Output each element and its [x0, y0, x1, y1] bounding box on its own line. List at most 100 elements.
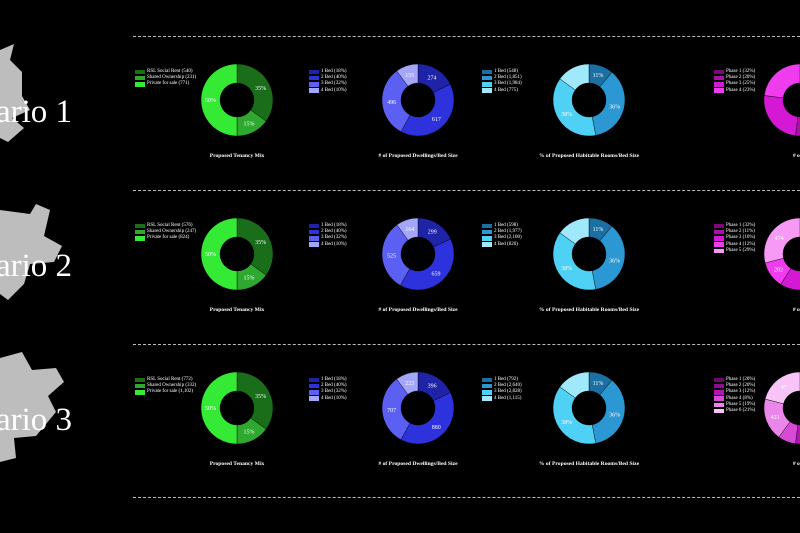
donut-slice — [396, 371, 419, 395]
chart-caption: Proposed Tenancy Mix — [209, 461, 265, 467]
legend-item: Phase 1 (20%) — [714, 377, 755, 383]
legend-item: 4 Bed (820) — [482, 242, 522, 248]
legend-label: RSL Social Rent (576) — [147, 223, 193, 228]
slice-label: 35% — [255, 240, 266, 246]
slice-label: 36% — [609, 105, 620, 111]
chart-caption: % of Proposed Habitable Rooms/Bed Size — [538, 153, 640, 159]
legend-swatch — [135, 69, 145, 75]
legend-swatch — [135, 377, 145, 383]
slice-label: 274 — [428, 76, 437, 82]
slice-label: 35% — [255, 86, 266, 92]
legend-swatch — [482, 76, 492, 81]
legend-swatch — [482, 242, 492, 247]
legend-label: 3 Bed (1,984) — [494, 81, 522, 87]
legend-swatch — [714, 88, 724, 93]
legend-item: Private for sale (771) — [135, 81, 196, 87]
slice-label: 707 — [387, 408, 396, 414]
legend-label: Phase 1 (20%) — [726, 377, 756, 382]
legend-swatch — [309, 390, 319, 395]
slice-label: 47 — [781, 385, 787, 391]
chart-legend: RSL Social Rent (772) Shared Ownership (3… — [135, 377, 196, 396]
legend-swatch — [714, 223, 724, 229]
donut-slice — [400, 83, 455, 137]
slice-label: 474 — [775, 236, 784, 242]
legend-swatch — [482, 384, 492, 389]
legend-item: Phase 6 (21%) — [714, 408, 755, 414]
legend-item: 2 Bed (1,851) — [482, 75, 522, 81]
site-footprint — [0, 204, 62, 300]
donut-chart: 35% 15% 50% — [200, 371, 274, 445]
donut-chart: 35% 15% 50% — [200, 63, 274, 137]
legend-label: Shared Ownership (231) — [147, 75, 197, 81]
chart-legend: Phase 1 (32%) Phase 2 (20%) Phase 3 (25%) P… — [714, 69, 755, 94]
legend-swatch — [482, 223, 492, 229]
slice-label: 15% — [244, 122, 255, 128]
legend-label: 4 Bed (820) — [494, 241, 518, 247]
slice-label: 38% — [561, 420, 572, 426]
legend-swatch — [482, 396, 492, 401]
chart-caption: # of D — [792, 461, 800, 467]
chart-caption: # of Proposed Dwellings/Bed Size — [378, 153, 458, 159]
legend-label: 4 Bed (10%) — [321, 395, 347, 401]
slice-label: 617 — [432, 117, 441, 123]
legend-item: 2 Bed (2,640) — [482, 383, 522, 389]
legend-item: 4 Bed (775) — [482, 88, 522, 94]
slice-label: 36% — [609, 413, 620, 419]
slice-label: 35% — [255, 394, 266, 400]
legend-label: Phase 5 (29%) — [726, 247, 756, 253]
legend-label: 2 Bed (40%) — [321, 383, 347, 389]
legend-item: Shared Ownership (231) — [135, 75, 196, 81]
legend-item: 3 Bed (2,828) — [482, 389, 522, 395]
legend-item: 1 Bed (18%) — [309, 223, 347, 229]
slice-label: 525 — [387, 253, 396, 259]
legend-label: Private for sale (771) — [147, 81, 190, 87]
legend-swatch — [309, 88, 319, 93]
legend-item: 1 Bed (548) — [482, 69, 522, 75]
legend-item: 3 Bed (2,100) — [482, 235, 522, 241]
donut-chart: 35% 15% 50% — [200, 217, 274, 291]
legend-swatch — [714, 390, 724, 395]
legend-label: 2 Bed (1,977) — [494, 229, 522, 235]
legend-swatch — [714, 76, 724, 81]
legend-swatch — [482, 82, 492, 87]
chart-caption: # of D — [792, 153, 800, 159]
legend-label: Phase 2 (20%) — [726, 75, 756, 81]
legend-swatch — [482, 390, 492, 395]
legend-item: 3 Bed (32%) — [309, 235, 347, 241]
legend-item: Phase 5 (19%) — [714, 402, 755, 408]
section-divider — [133, 497, 800, 498]
legend-item: 2 Bed (1,977) — [482, 229, 522, 235]
legend-item: Phase 4 (8%) — [714, 396, 755, 402]
legend-label: Private for sale (1,102) — [147, 389, 194, 395]
legend-swatch — [714, 248, 724, 254]
donut-slice — [396, 217, 419, 241]
legend-swatch — [309, 69, 319, 75]
slice-label: 202 — [774, 268, 783, 274]
chart-legend: RSL Social Rent (540) Shared Ownership (2… — [135, 69, 196, 88]
legend-label: 3 Bed (32%) — [321, 389, 347, 395]
legend-label: 2 Bed (1,851) — [494, 75, 522, 81]
legend-swatch — [714, 377, 724, 383]
legend-label: 1 Bed (18%) — [321, 223, 347, 228]
legend-label: 4 Bed (10%) — [321, 87, 347, 93]
legend-swatch — [714, 69, 724, 75]
legend-label: Phase 3 (16%) — [726, 235, 756, 241]
chart-caption: # of Proposed Dwellings/Bed Size — [378, 307, 458, 313]
legend-swatch — [482, 230, 492, 235]
chart-legend: 1 Bed (18%) 2 Bed (40%) 3 Bed (32%) 4 Bed (… — [309, 377, 347, 402]
legend-swatch — [714, 402, 724, 408]
legend-label: Phase 1 (32%) — [726, 69, 756, 74]
legend-item: 2 Bed (40%) — [309, 383, 347, 389]
legend-item: Phase 3 (16%) — [714, 235, 755, 241]
legend-label: Shared Ownership (247) — [147, 229, 197, 235]
legend-swatch — [714, 82, 724, 87]
legend-item: 3 Bed (1,984) — [482, 81, 522, 87]
chart-caption: % of Proposed Habitable Rooms/Bed Size — [538, 461, 640, 467]
donut-chart: 421 47 — [763, 371, 800, 445]
legend-item: 2 Bed (40%) — [309, 75, 347, 81]
slice-label: 36% — [609, 259, 620, 265]
legend-label: 3 Bed (2,828) — [494, 389, 522, 395]
section-divider — [133, 36, 800, 37]
donut-slice — [236, 217, 274, 276]
section-divider — [133, 344, 800, 345]
